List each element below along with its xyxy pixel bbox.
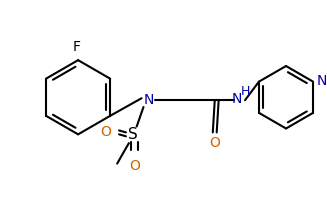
Text: O: O (100, 125, 111, 139)
Text: F: F (73, 40, 81, 54)
Text: O: O (209, 136, 220, 150)
Text: S: S (128, 127, 138, 142)
Text: O: O (129, 159, 140, 173)
Text: N: N (317, 74, 327, 88)
Text: H: H (240, 85, 250, 98)
Text: N: N (143, 93, 154, 107)
Text: N: N (232, 92, 242, 106)
